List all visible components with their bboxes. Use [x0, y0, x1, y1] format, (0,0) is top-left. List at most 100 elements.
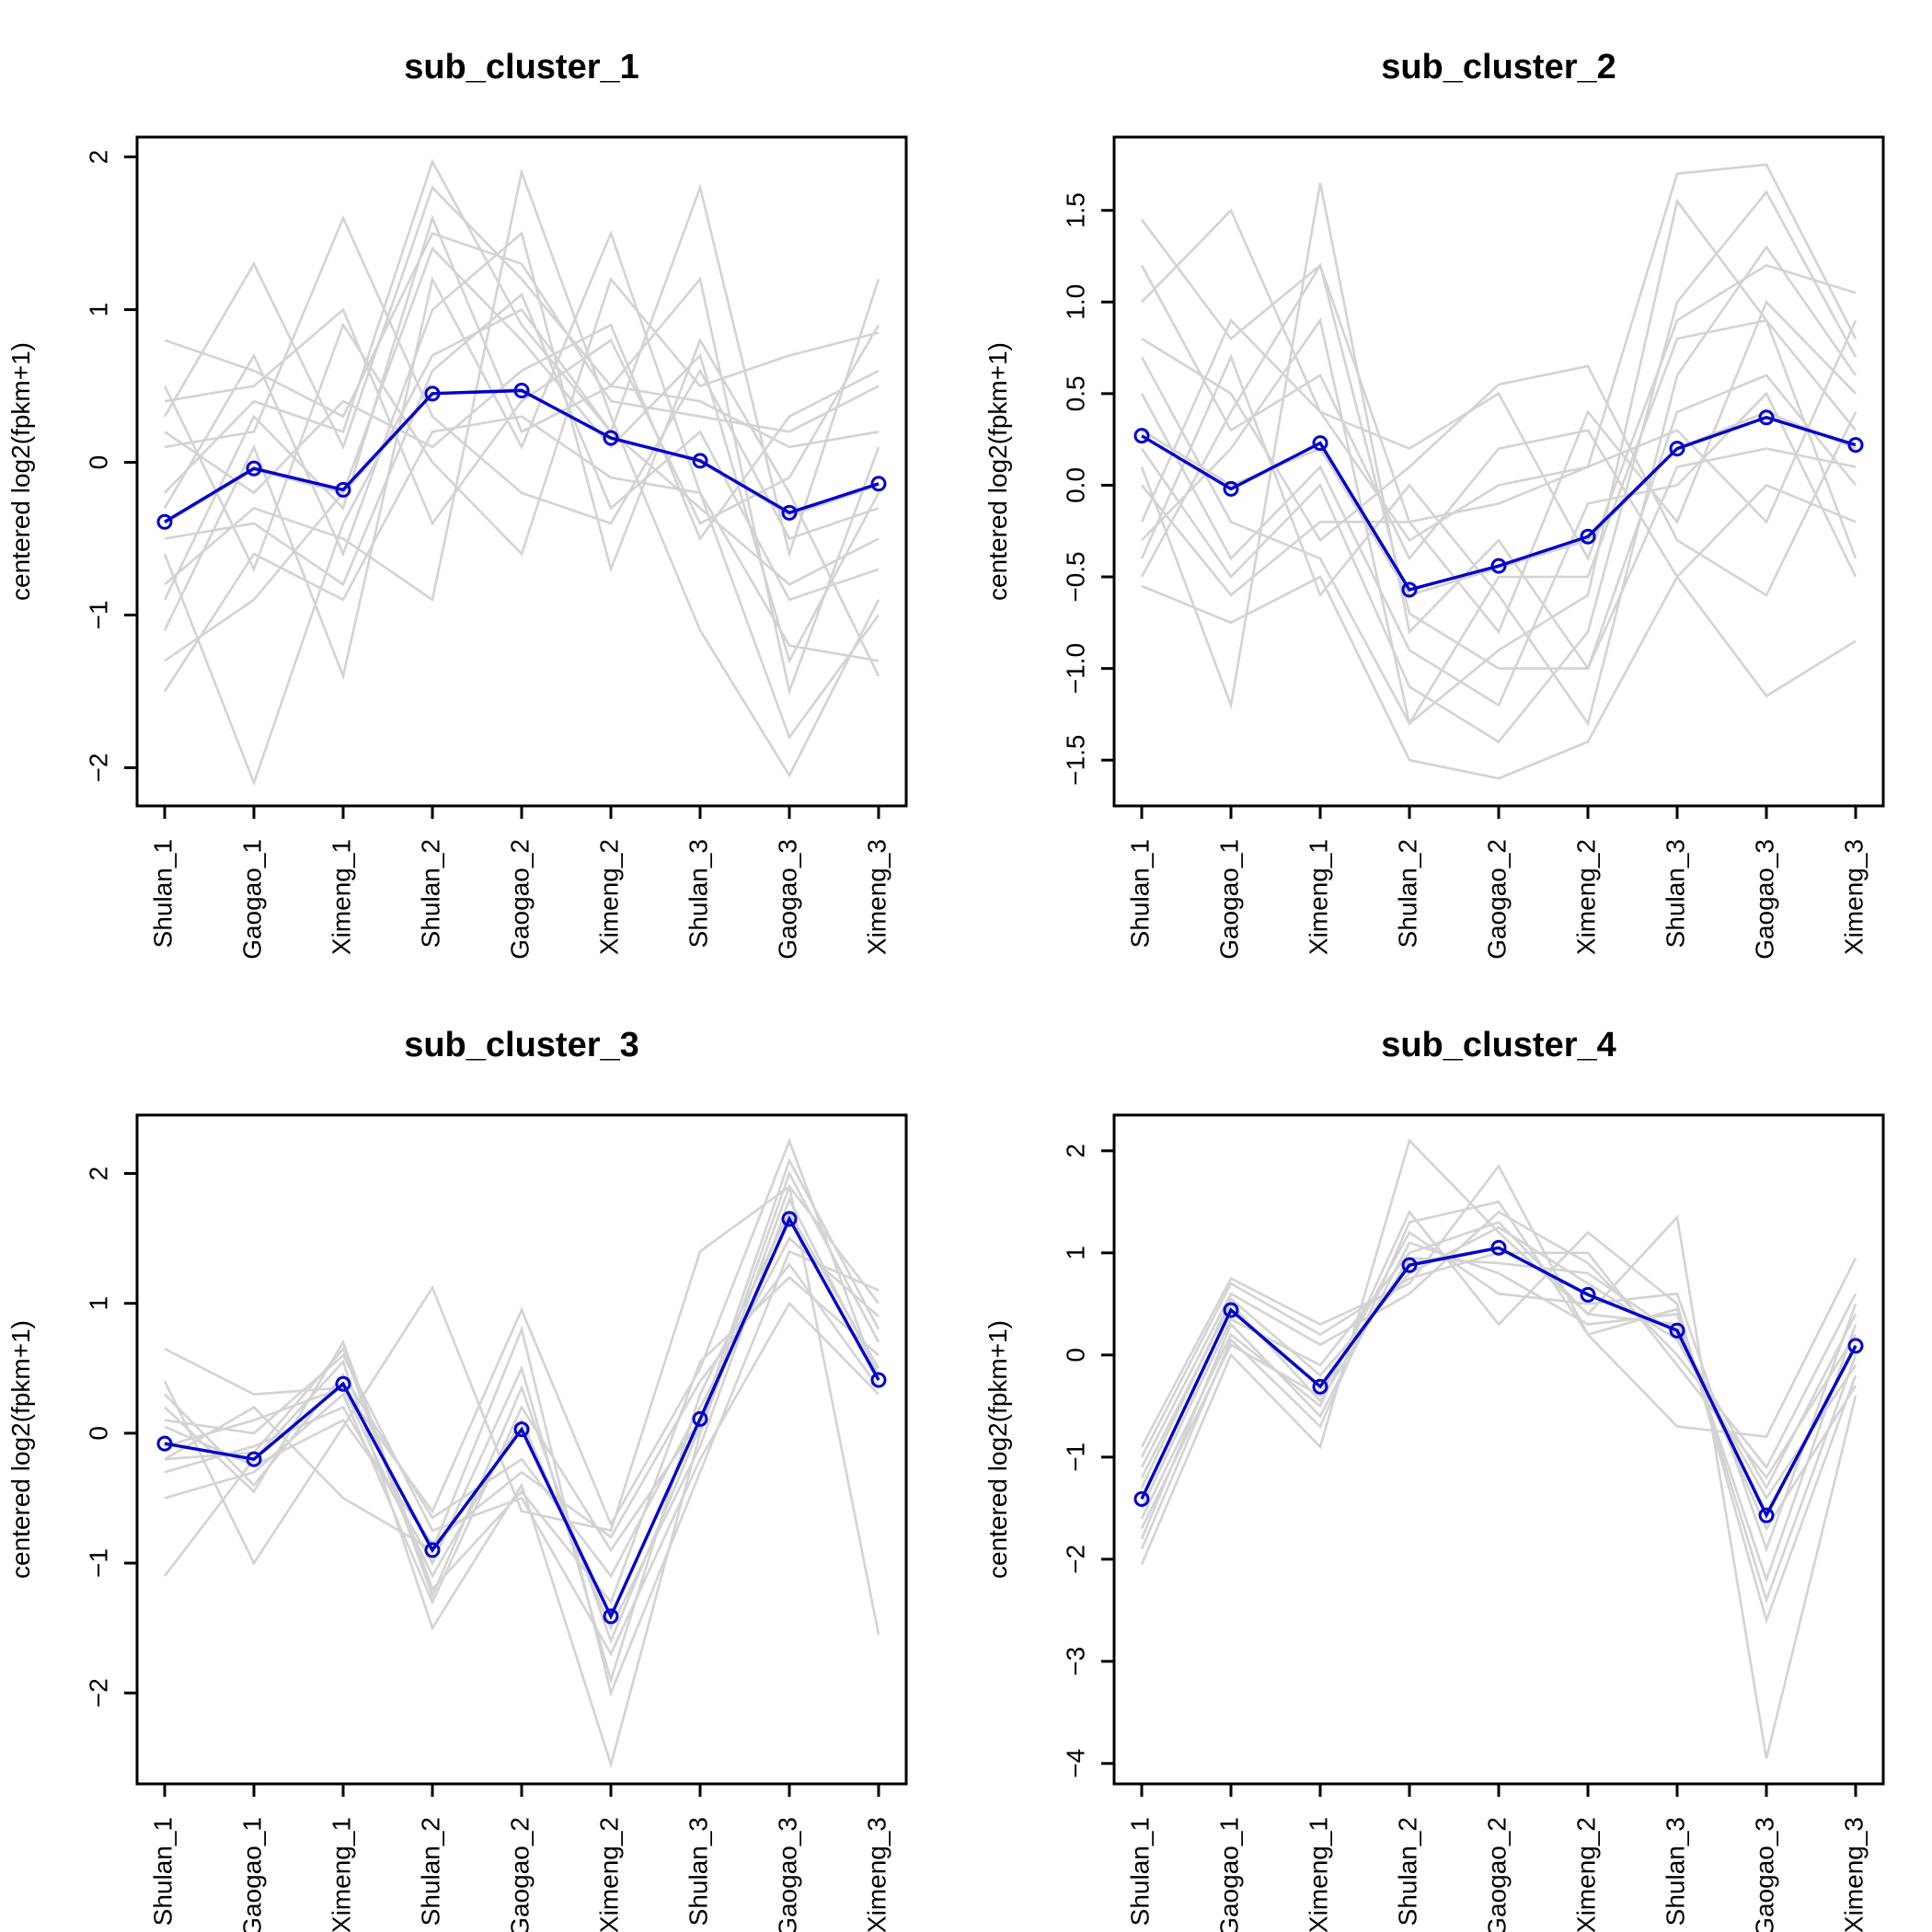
- y-tick-label: 1: [84, 303, 112, 317]
- y-tick-label: −0.5: [1061, 551, 1089, 602]
- x-tick-label: Ximeng_1: [327, 1817, 355, 1932]
- gene-line: [164, 1170, 880, 1645]
- mean-point: [1580, 528, 1596, 545]
- gene-line: [1140, 245, 1857, 727]
- gene-line: [164, 167, 880, 778]
- gene-line: [1140, 1241, 1857, 1584]
- y-tick-label: −2: [84, 1678, 112, 1708]
- gene-line: [164, 1137, 880, 1527]
- mean-point: [1490, 1239, 1507, 1256]
- mean-point: [335, 1375, 351, 1392]
- gene-line: [164, 1301, 880, 1657]
- gene-line: [1140, 1200, 1857, 1604]
- mean-line: [1141, 415, 1857, 592]
- mean-point: [513, 1421, 530, 1438]
- mean-point: [246, 460, 262, 477]
- gene-line: [164, 1249, 880, 1697]
- panel-title: sub_cluster_1: [404, 48, 639, 86]
- mean-point: [1401, 1257, 1418, 1273]
- y-tick-label: −3: [1061, 1647, 1089, 1676]
- x-tick-label: Ximeng_3: [1839, 839, 1868, 955]
- gene-line: [1140, 264, 1857, 580]
- y-tick-label: −1: [84, 1548, 112, 1578]
- mean-point: [1312, 435, 1328, 452]
- y-tick-label: 2: [84, 1167, 112, 1181]
- x-tick-label: Shulan_2: [1393, 1817, 1421, 1926]
- mean-point: [335, 481, 351, 498]
- x-tick-label: Gaogao_3: [773, 839, 801, 960]
- mean-line: [164, 388, 880, 523]
- gene-lines: [163, 158, 880, 787]
- gene-line: [164, 292, 880, 602]
- gene-line: [1140, 391, 1857, 707]
- x-tick-label: Gaogao_3: [1750, 839, 1778, 960]
- y-tick-label: 0: [84, 1426, 112, 1441]
- y-axis-label: centered log2(fpkm+1): [983, 1320, 1012, 1579]
- x-tick-label: Shulan_1: [148, 839, 177, 948]
- x-tick-label: Gaogao_1: [237, 1817, 266, 1932]
- y-tick-label: −1.0: [1061, 643, 1089, 694]
- x-tick-label: Gaogao_1: [1214, 1817, 1243, 1932]
- y-tick-label: 1.5: [1061, 192, 1089, 228]
- gene-line: [1140, 1209, 1857, 1625]
- y-tick-label: 1.0: [1061, 284, 1089, 320]
- gene-line: [164, 246, 880, 664]
- x-tick-label: Shulan_3: [684, 839, 712, 948]
- mean-point: [1133, 1490, 1150, 1507]
- x-tick-label: Ximeng_2: [594, 1817, 623, 1932]
- mean-point: [1401, 581, 1418, 598]
- gene-line: [1141, 208, 1857, 562]
- gene-line: [163, 231, 880, 677]
- x-tick-label: Shulan_2: [416, 839, 444, 948]
- mean-line: [1140, 1246, 1857, 1519]
- x-tick-label: Ximeng_3: [1839, 1817, 1868, 1932]
- gene-line: [1141, 337, 1857, 597]
- gene-line: [1140, 318, 1857, 727]
- gene-line: [164, 1275, 880, 1604]
- mean-point: [692, 453, 708, 469]
- mean-point: [781, 1211, 798, 1227]
- gene-line: [1140, 1164, 1857, 1448]
- y-tick-label: −2: [84, 753, 112, 783]
- gene-line: [163, 214, 880, 696]
- x-tick-label: Gaogao_3: [773, 1817, 801, 1932]
- x-tick-label: Shulan_1: [148, 1817, 177, 1926]
- x-tick-label: Ximeng_1: [1304, 839, 1332, 955]
- y-tick-label: 0: [1061, 1348, 1089, 1363]
- mean-point: [246, 1451, 262, 1467]
- mean-point: [603, 1608, 619, 1625]
- gene-line: [1140, 1138, 1857, 1759]
- gene-line: [1141, 574, 1857, 780]
- y-tick-label: 0.0: [1061, 467, 1089, 503]
- gene-line: [1140, 182, 1857, 710]
- gene-line: [1140, 163, 1857, 523]
- mean-point: [1223, 1302, 1239, 1318]
- mean-point: [513, 383, 530, 399]
- gene-line: [164, 1262, 880, 1546]
- x-tick-label: Gaogao_1: [237, 839, 266, 960]
- x-tick-label: Ximeng_3: [862, 839, 891, 955]
- x-tick-label: Shulan_2: [416, 1817, 444, 1926]
- gene-line: [164, 323, 880, 542]
- mean-point: [1223, 480, 1239, 497]
- panel-sub-cluster-3: sub_cluster_3 centered log2(fpkm+1) −2 −1…: [6, 1026, 908, 1932]
- panel-sub-cluster-4: sub_cluster_4 centered log2(fpkm+1) −4 −3…: [983, 1026, 1885, 1932]
- x-tick-label: Shulan_2: [1393, 839, 1421, 948]
- y-tick-label: −1: [1061, 1443, 1089, 1472]
- gene-line: [164, 307, 880, 526]
- x-tick-label: Shulan_1: [1125, 1817, 1154, 1926]
- x-tick-label: Shulan_1: [1125, 839, 1154, 948]
- y-tick-label: 0.5: [1061, 375, 1089, 411]
- mean-point: [870, 1372, 887, 1388]
- mean-point: [781, 504, 798, 521]
- gene-line: [1140, 299, 1857, 635]
- mean-point: [1669, 1322, 1685, 1339]
- panel-title: sub_cluster_4: [1381, 1026, 1616, 1064]
- y-tick-label: 2: [84, 150, 112, 165]
- x-tick-label: Gaogao_1: [1214, 839, 1243, 960]
- gene-line: [163, 415, 880, 741]
- x-tick-label: Ximeng_1: [327, 839, 355, 955]
- y-tick-label: −2: [1061, 1545, 1089, 1574]
